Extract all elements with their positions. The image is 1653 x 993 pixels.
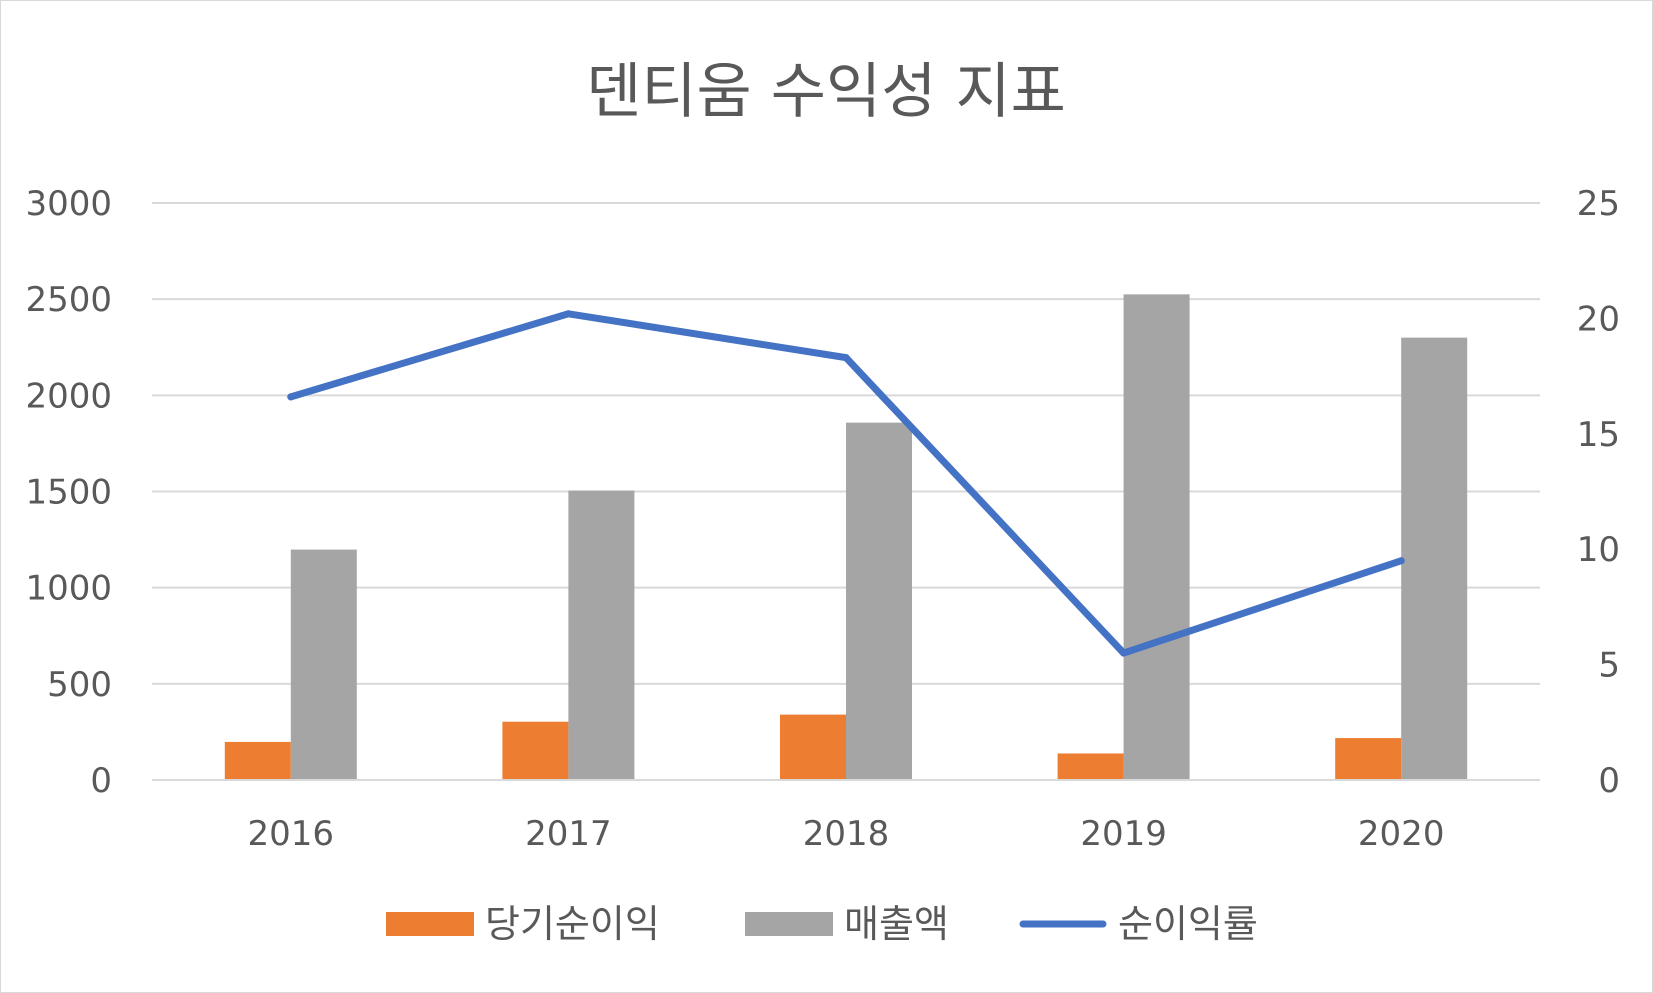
bar-0-2 — [780, 714, 846, 780]
line-series — [287, 310, 1405, 657]
y-right-tick-label: 5 — [1598, 646, 1620, 686]
y-right-tick-label: 25 — [1577, 184, 1620, 224]
x-tick-label: 2020 — [1358, 814, 1445, 854]
legend-label: 당기순이익 — [485, 902, 660, 946]
line-point-2-3 — [1120, 649, 1128, 657]
y-right-tick-label: 0 — [1598, 761, 1620, 801]
x-tick-label: 2018 — [803, 814, 890, 854]
chart-title: 덴티움 수익성 지표 — [586, 57, 1066, 127]
bar-1-2 — [846, 422, 912, 780]
y-left-tick-label: 1500 — [25, 473, 112, 513]
x-tick-label: 2016 — [248, 814, 335, 854]
axes: 0 500 1000 1500 2000 2500 3000 0 5 10 15 20 25 2016 20… — [25, 184, 1620, 854]
line-point-2-1 — [564, 310, 572, 318]
bar-0-3 — [1057, 753, 1124, 780]
bar-0-1 — [502, 721, 569, 780]
bar-1-3 — [1123, 294, 1190, 780]
line-point-2-2 — [842, 354, 850, 362]
y-right-tick-label: 15 — [1577, 415, 1620, 455]
bar-0-0 — [224, 741, 291, 780]
x-tick-label: 2017 — [525, 814, 612, 854]
line-series-path — [287, 310, 1405, 657]
x-tick-label: 2019 — [1080, 814, 1167, 854]
y-left-tick-label: 3000 — [25, 184, 112, 224]
line-point-2-0 — [287, 393, 295, 401]
legend-swatch — [386, 912, 474, 936]
line-point-2-4 — [1397, 557, 1405, 565]
bar-0-4 — [1335, 738, 1402, 780]
y-left-tick-label: 0 — [90, 761, 112, 801]
bar-1-1 — [568, 490, 635, 780]
legend-label: 매출액 — [844, 902, 949, 946]
y-right-tick-label: 20 — [1577, 299, 1620, 339]
y-left-tick-label: 500 — [47, 665, 112, 705]
bar-series — [224, 294, 1468, 780]
legend-label: 순이익률 — [1118, 902, 1258, 946]
y-left-tick-label: 2000 — [25, 376, 112, 416]
legend-swatch — [745, 912, 833, 936]
bar-1-0 — [290, 549, 357, 780]
y-right-tick-label: 10 — [1577, 530, 1620, 570]
legend: 당기순이익 매출액 순이익률 — [386, 902, 1258, 946]
y-left-tick-label: 2500 — [25, 280, 112, 320]
bar-1-4 — [1401, 337, 1468, 780]
y-left-tick-label: 1000 — [25, 569, 112, 609]
